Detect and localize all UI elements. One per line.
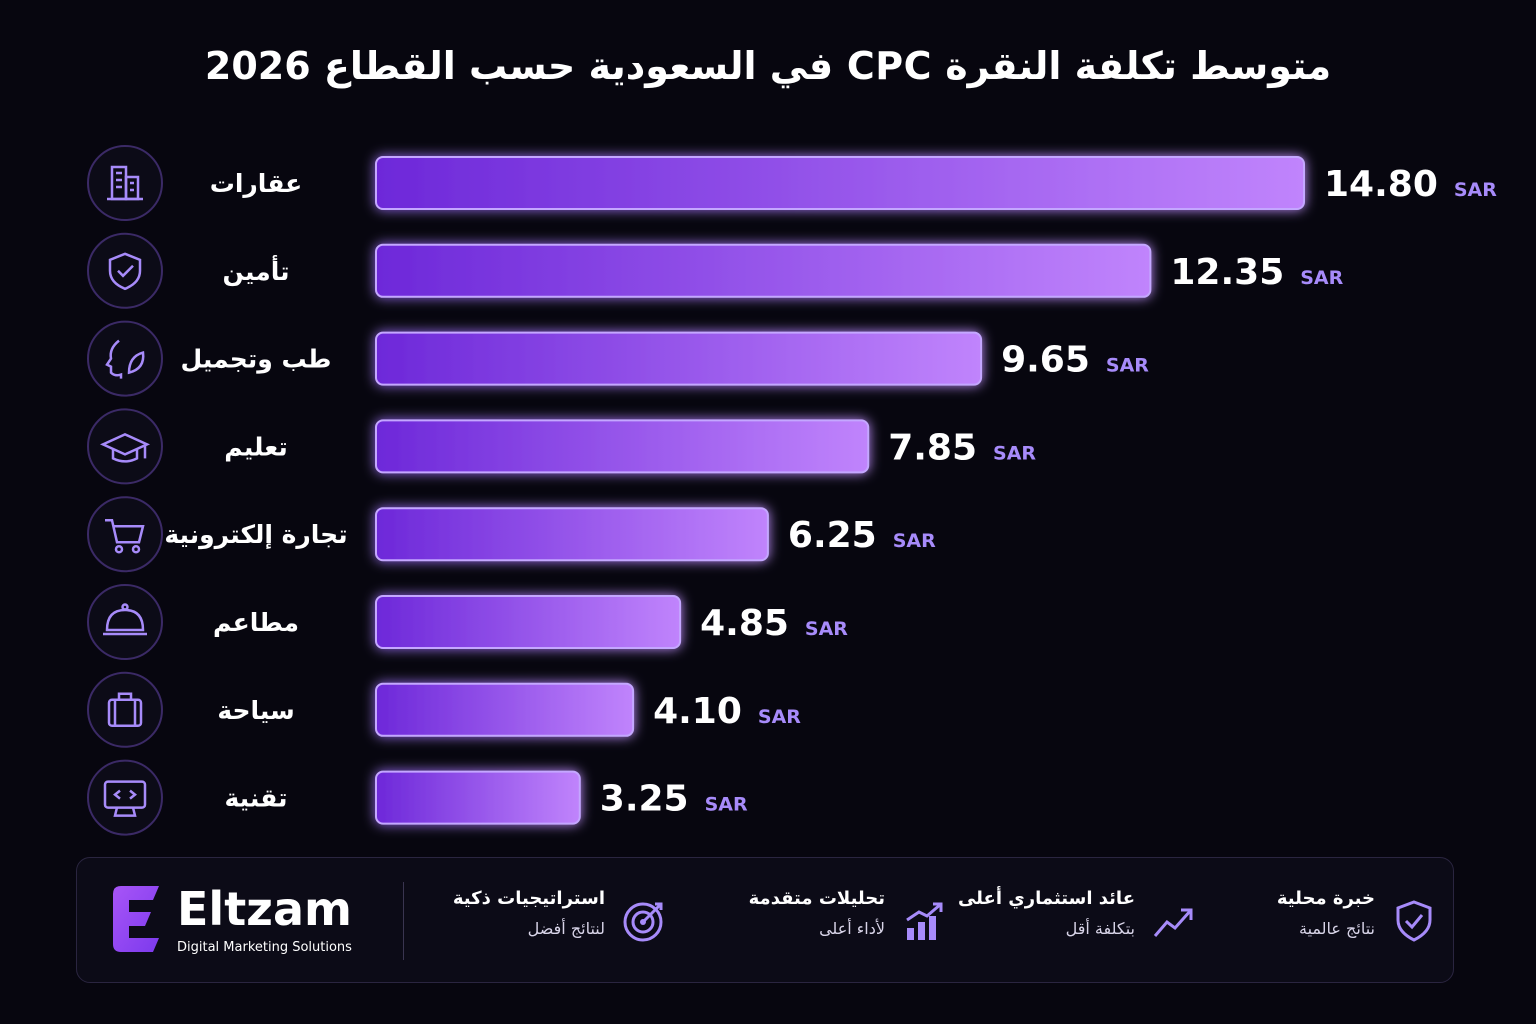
value-label: 12.35 [1170, 252, 1284, 293]
footer-divider [403, 882, 404, 960]
bar [375, 770, 581, 825]
unit-label: SAR [893, 530, 936, 552]
unit-label: SAR [805, 618, 848, 640]
value-label: 4.10 [653, 691, 742, 732]
shield-check-icon [87, 232, 163, 309]
unit-label: SAR [1300, 267, 1343, 289]
graduation-cap-icon [87, 408, 163, 485]
unit-label: SAR [1106, 355, 1149, 377]
bar [375, 595, 682, 649]
bar-growth-icon [906, 902, 943, 940]
feature-subtitle: بتكلفة أقل [1065, 919, 1135, 938]
category-label: تأمين [223, 255, 290, 287]
chart-title: متوسط تكلفة النقرة CPC في السعودية حسب ا… [204, 44, 1332, 88]
unit-label: SAR [993, 442, 1036, 464]
category-label: تجارة إلكترونية [164, 520, 347, 550]
unit-label: SAR [758, 706, 801, 728]
value-label: 7.85 [888, 427, 977, 468]
target-icon [623, 902, 663, 942]
category-label: تعليم [224, 432, 288, 461]
feature-advanced-analytics: تحليلات متقدمة لأداء أعلى [687, 888, 947, 958]
feature-local-expertise: خبرة محلية نتائج عالمية [1177, 888, 1437, 958]
category-label: عقارات [210, 169, 303, 198]
brand-logo: Eltzam Digital Marketing Solutions [107, 882, 407, 962]
value-label: 14.80 [1324, 164, 1438, 205]
unit-label: SAR [705, 794, 748, 816]
category-label: مطاعم [213, 608, 299, 637]
cloche-icon [87, 584, 163, 660]
category-label: طب وتجميل [181, 345, 332, 375]
bar [375, 156, 1305, 210]
feature-higher-roi: عائد استثماري أعلى بتكلفة أقل [937, 888, 1197, 958]
feature-subtitle: لأداء أعلى [819, 919, 885, 938]
category-label: تقنية [225, 784, 288, 813]
brand-tagline: Digital Marketing Solutions [177, 940, 352, 955]
category-label: سياحة [217, 696, 294, 725]
feature-subtitle: لنتائج أفضل [527, 919, 605, 938]
feature-title: تحليلات متقدمة [748, 888, 885, 909]
value-label: 3.25 [600, 779, 689, 820]
value-label: 9.65 [1001, 340, 1090, 381]
footer-panel: Eltzam Digital Marketing Solutions خبرة … [76, 857, 1454, 983]
building-icon [87, 145, 163, 221]
value-label: 4.85 [700, 603, 789, 644]
suitcase-icon [87, 671, 163, 748]
brand-name: Eltzam [177, 882, 352, 936]
feature-title: عائد استثماري أعلى [957, 888, 1135, 909]
unit-label: SAR [1454, 179, 1497, 201]
bar [375, 331, 983, 386]
monitor-code-icon [87, 759, 163, 836]
bar [375, 682, 635, 737]
bar [375, 419, 870, 474]
value-label: 6.25 [788, 515, 877, 556]
feature-smart-strategies: استراتيجيات ذكية لنتائج أفضل [407, 888, 667, 958]
bar-chart: عقارات 14.80 SAR تأمين 12.35 SAR طب وتجميل 9.65… [87, 145, 1497, 836]
shield-check-icon [1396, 900, 1432, 942]
shopping-cart-icon [87, 496, 163, 573]
trend-up-icon [1153, 908, 1193, 937]
feature-title: خبرة محلية [1276, 888, 1375, 909]
face-leaf-icon [87, 320, 163, 397]
feature-subtitle: نتائج عالمية [1299, 919, 1375, 938]
eltzam-logo-icon [113, 886, 159, 952]
bar [375, 507, 769, 562]
bar [375, 243, 1152, 298]
feature-title: استراتيجيات ذكية [452, 888, 605, 909]
